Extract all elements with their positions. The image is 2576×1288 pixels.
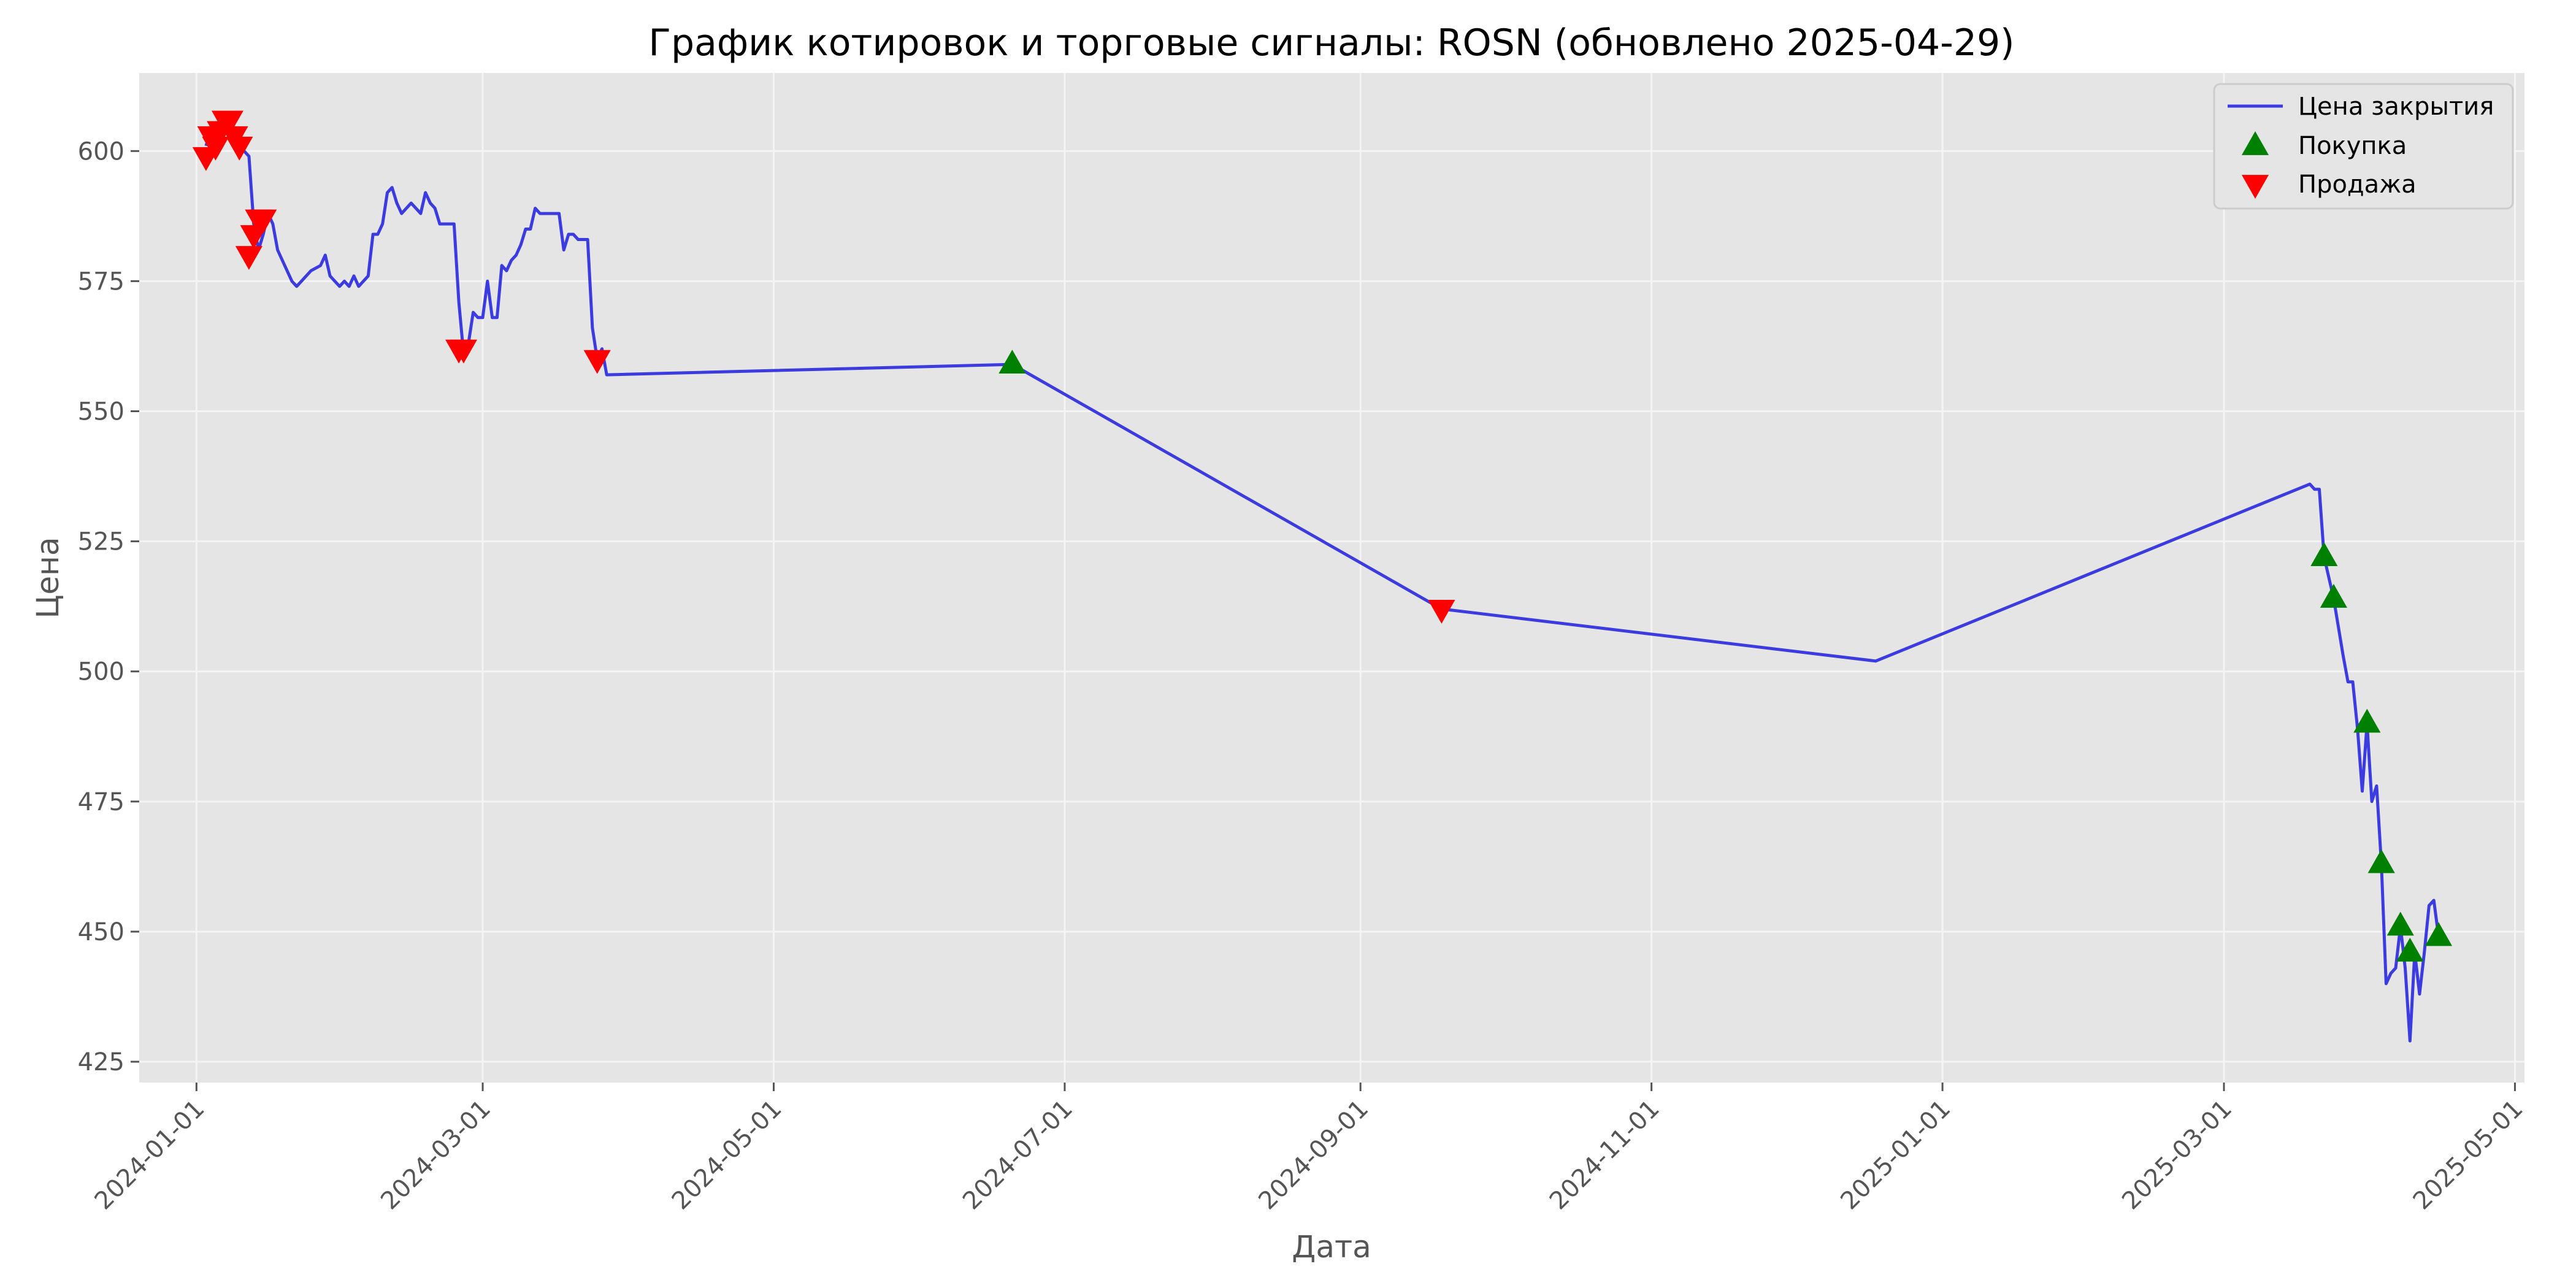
legend-buy-marker	[2241, 131, 2269, 155]
y-tick-label: 500	[78, 658, 125, 686]
sell-signal-marker	[202, 136, 229, 161]
close-price-line	[204, 118, 2444, 1043]
sell-signal-marker	[235, 246, 263, 270]
y-tick-label: 600	[78, 137, 125, 166]
y-tick-label: 450	[78, 918, 125, 946]
legend-label-buy: Покупка	[2298, 132, 2407, 160]
buy-signal-marker	[2367, 849, 2395, 873]
buy-signal-marker	[2310, 542, 2338, 566]
sell-signal-marker	[216, 110, 243, 135]
grid	[139, 73, 2524, 1083]
sell-signal-marker	[250, 209, 277, 234]
sell-signal-marker	[1428, 600, 1455, 624]
buy-signal-marker	[2396, 937, 2424, 962]
y-tick-label: 425	[78, 1048, 125, 1076]
buy-signal-marker	[2353, 708, 2381, 733]
legend: Цена закрытия Покупка Продажа	[2213, 83, 2514, 210]
buy-signal-marker	[2425, 922, 2453, 946]
legend-sell-marker	[2241, 175, 2269, 199]
y-tick-label: 550	[78, 397, 125, 426]
data-layer	[192, 110, 2453, 1043]
y-tick-label: 575	[78, 267, 125, 296]
chart-title: График котировок и торговые сигналы: ROS…	[648, 21, 2014, 64]
legend-label-close: Цена закрытия	[2298, 93, 2494, 121]
sell-signal-marker	[226, 136, 253, 161]
y-axis-label: Цена	[30, 537, 66, 619]
y-tick-label: 525	[78, 528, 125, 556]
sell-signal-marker	[450, 339, 477, 364]
x-axis-label: Дата	[1292, 1229, 1371, 1265]
sell-signal-marker	[583, 350, 611, 374]
legend-label-sell: Продажа	[2298, 171, 2417, 199]
sell-signal-marker	[240, 225, 267, 250]
buy-signal-marker	[2386, 911, 2414, 936]
y-tick-label: 475	[78, 788, 125, 816]
buy-signal-marker	[2320, 583, 2347, 608]
plot-area	[139, 73, 2524, 1083]
legend-frame	[2213, 83, 2514, 210]
buy-signal-marker	[999, 350, 1026, 374]
